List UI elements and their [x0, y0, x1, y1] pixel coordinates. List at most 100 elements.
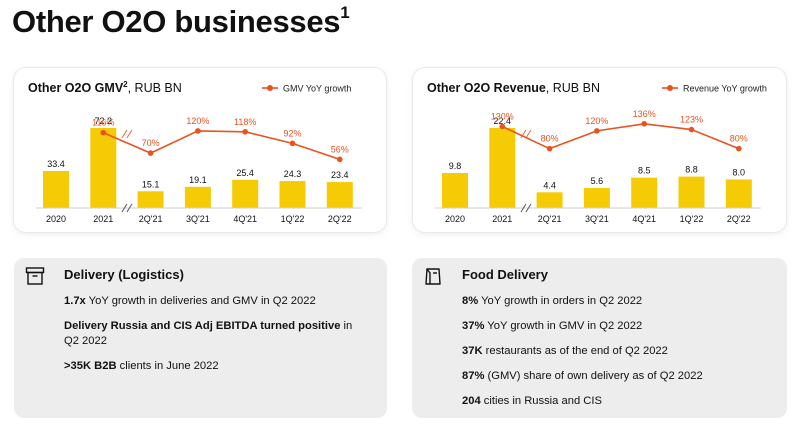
box-icon	[25, 267, 45, 285]
bar	[184, 186, 211, 208]
category-label: 2021	[492, 214, 512, 224]
chart-title: Other O2O Revenue, RUB BN	[427, 81, 600, 95]
line-break-mark	[126, 129, 133, 139]
bar-value-label: 15.1	[142, 179, 160, 189]
page-title-text: Other O2O businesses	[12, 4, 341, 39]
growth-label: 118%	[234, 117, 256, 127]
food-heading: Food Delivery	[462, 267, 548, 282]
category-label: 2Q'22	[328, 214, 352, 224]
bar-value-label: 25.4	[236, 168, 254, 178]
growth-label: 80%	[541, 134, 559, 144]
delivery-panel: Delivery (Logistics) 1.7x YoY growth in …	[14, 258, 387, 418]
bar	[326, 182, 353, 208]
growth-point	[147, 150, 154, 156]
growth-line-segment	[501, 125, 550, 150]
delivery-item: Delivery Russia and CIS Adj EBITDA turne…	[64, 319, 364, 349]
bar-value-label: 9.8	[449, 161, 462, 171]
bar	[631, 177, 658, 208]
growth-point	[195, 128, 201, 134]
food-item-highlight: 37%	[462, 320, 485, 332]
growth-point	[736, 145, 742, 152]
delivery-item-highlight: >35K B2B	[64, 360, 117, 372]
bar	[137, 191, 164, 208]
growth-point	[289, 140, 296, 147]
bar	[279, 181, 306, 208]
gmv-chart: Other O2O GMV2, RUB BN GMV YoY growth 33.4…	[28, 80, 362, 224]
line-break-mark	[525, 129, 532, 139]
category-label: 1Q'22	[680, 214, 704, 224]
food-item-text: (GMV) share of own delivery as of Q2 202…	[484, 370, 703, 382]
growth-point	[594, 128, 600, 134]
chart-title: Other O2O GMV2, RUB BN	[28, 80, 182, 95]
category-label: 4Q'21	[233, 214, 257, 224]
bar-value-label: 24.3	[284, 169, 302, 179]
axis-break-mark	[126, 203, 133, 213]
legend-label: Revenue YoY growth	[683, 84, 767, 94]
growth-line	[549, 122, 740, 150]
category-label: 1Q'22	[281, 214, 305, 224]
axis-break-mark	[121, 203, 128, 213]
food-item-text: cities in Russia and CIS	[480, 395, 602, 407]
growth-label: 80%	[730, 134, 748, 144]
chart-title-unit: , RUB BN	[128, 81, 182, 95]
bar-value-label: 33.4	[47, 159, 65, 169]
page-title: Other O2O businesses1	[12, 2, 350, 40]
revenue-chart: Other O2O Revenue, RUB BN Revenue YoY gro…	[427, 81, 767, 224]
bar-value-label: 8.0	[733, 167, 746, 177]
bar-value-label: 22.4	[494, 116, 512, 126]
delivery-item: 1.7x YoY growth in deliveries and GMV in…	[64, 294, 364, 309]
food-item-highlight: 8%	[462, 295, 479, 307]
axis-break-mark	[520, 203, 527, 213]
growth-point	[100, 129, 107, 136]
category-label: 3Q'21	[186, 214, 210, 224]
food-item: 87% (GMV) share of own delivery as of Q2…	[462, 369, 762, 384]
growth-label: 120%	[585, 116, 608, 126]
growth-point	[337, 156, 343, 163]
food-item: 204 cities in Russia and CIS	[462, 394, 762, 409]
growth-label: 92%	[283, 128, 301, 138]
bar-value-label: 72.2	[95, 116, 113, 126]
growth-point	[499, 123, 506, 130]
food-item-highlight: 204	[462, 395, 481, 407]
category-label: 2020	[46, 214, 66, 224]
bar	[43, 170, 69, 208]
category-label: 4Q'21	[632, 214, 656, 224]
growth-label: 136%	[633, 109, 656, 119]
food-item: 37K restaurants as of the end of Q2 2022	[462, 344, 762, 359]
delivery-list: 1.7x YoY growth in deliveries and GMV in…	[64, 294, 364, 384]
revenue-chart-card: Other O2O Revenue, RUB BN Revenue YoY gro…	[413, 68, 786, 232]
line-break-mark	[520, 129, 527, 139]
legend-label: GMV YoY growth	[283, 84, 351, 94]
food-item: 8% YoY growth in orders in Q2 2022	[462, 294, 762, 309]
bar-value-label: 5.6	[591, 176, 604, 186]
chart-title-unit: , RUB BN	[546, 81, 600, 95]
bar	[232, 179, 259, 208]
growth-label: 130%	[491, 111, 514, 121]
gmv-chart-card: Other O2O GMV2, RUB BN GMV YoY growth 33.4…	[14, 68, 386, 232]
chart-title-footnote: 2	[123, 80, 128, 89]
category-label: 3Q'21	[585, 214, 609, 224]
growth-label: 56%	[331, 144, 349, 154]
category-label: 2Q'22	[727, 214, 751, 224]
bar-value-label: 19.1	[189, 175, 207, 185]
growth-label: 123%	[680, 115, 703, 125]
delivery-item-text: clients in June 2022	[116, 360, 219, 372]
legend-marker	[667, 85, 673, 91]
bar	[583, 188, 610, 208]
category-label: 2Q'21	[538, 214, 562, 224]
growth-point	[546, 145, 553, 152]
bar	[725, 179, 752, 208]
food-item-highlight: 37K	[462, 345, 483, 357]
growth-label: 70%	[142, 138, 160, 148]
delivery-item-highlight: 1.7x	[64, 295, 86, 307]
bar	[678, 176, 705, 208]
food-item: 37% YoY growth in GMV in Q2 2022	[462, 319, 762, 334]
bar	[90, 128, 117, 208]
growth-line	[150, 130, 341, 161]
bar-value-label: 23.4	[331, 170, 349, 180]
food-list: 8% YoY growth in orders in Q2 2022 37% Yo…	[462, 294, 762, 419]
category-label: 2Q'21	[139, 214, 163, 224]
growth-line-segment	[102, 131, 151, 154]
page-title-footnote: 1	[340, 2, 350, 22]
line-break-mark	[121, 129, 128, 139]
